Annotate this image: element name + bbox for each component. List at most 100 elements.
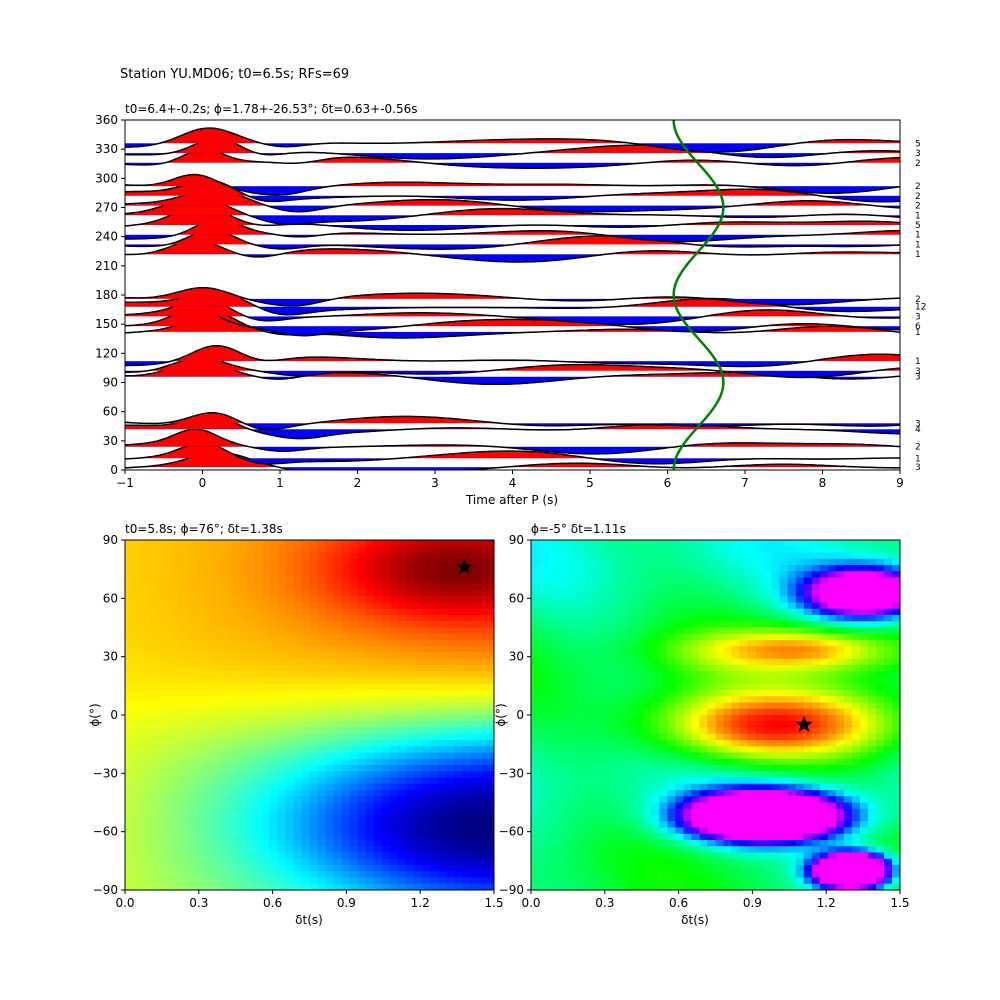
trace-line: [125, 414, 900, 440]
trace-negative-fill: [144, 423, 900, 430]
trace-line: [125, 286, 900, 307]
trace-24: [125, 428, 900, 455]
x-tick-label: 0.3: [189, 896, 208, 910]
top-panel-title: t0=6.4+-0.2s; ϕ=1.78+-26.53°; δt=0.63+-0…: [125, 102, 418, 116]
trace-336: [125, 127, 900, 153]
top-y-tick-label: 30: [103, 434, 118, 448]
y-tick-label: 90: [103, 533, 118, 547]
trace-line: [125, 127, 900, 153]
top-y-tick-label: 180: [95, 288, 118, 302]
trace-316: [125, 148, 900, 169]
trace-222: [125, 239, 900, 263]
trace-negative-fill: [125, 306, 900, 315]
trace-count-label: 2: [915, 159, 921, 169]
trace-42: [125, 414, 900, 440]
trace-negative-fill: [125, 361, 811, 367]
optimum-star-marker: [455, 558, 473, 575]
trace-count-label: 3: [915, 373, 921, 383]
moveout-curve: [672, 120, 725, 470]
top-panel-frame: [124, 119, 901, 471]
top-y-tick-label: 300: [95, 171, 118, 185]
trace-count-label: 1: [915, 328, 921, 338]
top-x-tick-label: 9: [896, 476, 904, 490]
trace-count-label: 3: [915, 149, 921, 159]
trace-negative-fill: [125, 205, 900, 212]
bottom-right-y-label: ϕ(°): [494, 703, 508, 726]
top-x-tick-label: 1: [276, 476, 284, 490]
trace-positive-fill: [125, 128, 900, 144]
trace-negative-fill: [125, 254, 900, 262]
trace-line: [125, 179, 900, 203]
trace-line: [125, 137, 900, 160]
top-x-tick-label: 3: [431, 476, 439, 490]
trace-line: [125, 307, 900, 337]
trace-count-label: 3: [915, 463, 921, 473]
trace-count-label: 3: [915, 367, 921, 377]
y-tick-label: 0: [516, 708, 524, 722]
y-tick-label: 90: [509, 533, 524, 547]
heatmap-right-cells: [531, 540, 900, 890]
x-tick-label: 0.9: [743, 896, 762, 910]
trace-326: [125, 137, 900, 160]
y-tick-label: 60: [509, 591, 524, 605]
x-tick-label: 0.6: [669, 896, 688, 910]
top-y-tick-label: 120: [95, 346, 118, 360]
x-tick-label: 1.5: [484, 896, 503, 910]
y-tick-label: −90: [93, 883, 118, 897]
top-x-tick-label: 8: [819, 476, 827, 490]
trace-line: [125, 229, 900, 250]
trace-positive-fill: [125, 429, 900, 447]
energy-grid-right-panel: ϕ=-5° δt=1.11s 0.0 0.3 0.6 0.9 1.2 1.5 −90 −60 −…: [494, 522, 910, 927]
top-x-axis-label: Time after P (s): [465, 493, 558, 507]
trace-negative-fill: [125, 370, 875, 378]
energy-grid-left-panel: t0=5.8s; ϕ=76°; δt=1.38s 0.0 0.3 0.6 0.9 1.2…: [88, 522, 504, 927]
trace-negative-fill: [125, 143, 798, 153]
x-tick-label: 0.9: [337, 896, 356, 910]
trace-count-label: 2: [915, 182, 921, 192]
trace-line: [125, 217, 900, 243]
y-tick-label: 60: [103, 591, 118, 605]
trace-count-label: 1: [915, 211, 921, 221]
trace-count-label: 4: [915, 425, 921, 435]
figure-suptitle: Station YU.MD06; t0=6.5s; RFs=69: [120, 67, 350, 82]
x-tick-label: 0.0: [115, 896, 134, 910]
bottom-left-y-label: ϕ(°): [88, 703, 102, 726]
trace-292: [125, 173, 900, 196]
x-tick-label: 0.6: [263, 896, 282, 910]
x-tick-label: 0.0: [521, 896, 540, 910]
trace-positive-fill: [125, 287, 900, 299]
bottom-right-axes: 0.0 0.3 0.6 0.9 1.2 1.5 −90 −60 −30 0 30 60 90: [499, 533, 910, 910]
top-y-tick-label: 240: [95, 230, 118, 244]
heatmap-left-cells: [125, 540, 494, 890]
trace-count-label: 5: [915, 221, 921, 231]
trace-line: [125, 196, 900, 226]
top-y-tick-label: 90: [103, 376, 118, 390]
x-tick-label: 1.2: [817, 896, 836, 910]
trace-negative-fill: [125, 376, 900, 385]
trace-negative-fill: [125, 429, 900, 439]
bottom-left-x-label: δt(s): [295, 913, 323, 927]
trace-line: [125, 298, 900, 326]
trace-112: [125, 344, 900, 368]
top-y-tick-label: 150: [95, 317, 118, 331]
trace-count-label: 12: [915, 303, 926, 313]
trace-line: [125, 148, 900, 169]
bottom-left-title: t0=5.8s; ϕ=76°; δt=1.38s: [125, 522, 283, 536]
trace-176: [125, 286, 900, 307]
bottom-right-title: ϕ=-5° δt=1.11s: [531, 522, 626, 536]
top-y-tick-label: 270: [95, 201, 118, 215]
bottom-left-axes: 0.0 0.3 0.6 0.9 1.2 1.5 −90 −60 −30 0 30 60 90: [93, 533, 504, 910]
trace-count-label: 2: [915, 192, 921, 202]
top-y-tick-label: 0: [110, 463, 118, 477]
top-x-tick-label: 5: [586, 476, 594, 490]
trace-count-label: 2: [915, 295, 921, 305]
trace-positive-fill: [125, 415, 788, 430]
trace-negative-fill: [125, 446, 900, 454]
trace-count-label: 1: [915, 454, 921, 464]
top-x-tick-label: 6: [664, 476, 672, 490]
trace-282: [125, 179, 900, 203]
trace-line: [125, 204, 900, 232]
receiver-function-panel: t0=6.4+-0.2s; ϕ=1.78+-26.53°; δt=0.63+-0…: [95, 102, 926, 507]
y-tick-label: 30: [509, 650, 524, 664]
